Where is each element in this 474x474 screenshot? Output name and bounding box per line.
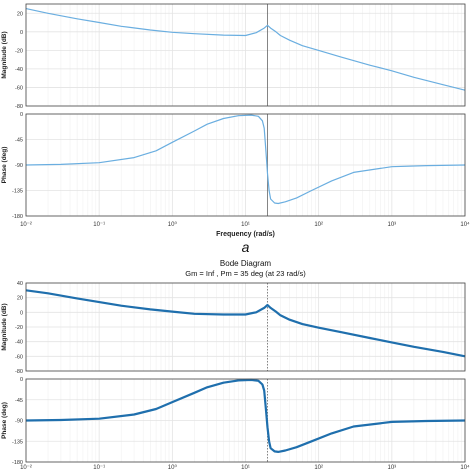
y-tick-label: 20 <box>17 11 23 17</box>
x-tick-label: 10² <box>314 222 323 228</box>
magnitude-axis-label: Magnitude (dB) <box>1 31 8 78</box>
y-tick-label: 0 <box>20 112 23 118</box>
y-tick-label: 0 <box>20 377 23 383</box>
phase-curve <box>25 114 466 205</box>
x-tick-label: 10⁻² <box>20 222 32 228</box>
y-tick-label: -20 <box>15 325 23 331</box>
y-tick-label: -20 <box>15 48 23 54</box>
y-tick-label: -180 <box>12 214 23 220</box>
chart2-magnitude-subplot: 40 20 0 -20 -40 -60 -80 Magnitude (dB) <box>1 281 466 375</box>
x-tick-label: 10⁻¹ <box>93 222 105 228</box>
chart2-phase-subplot: 0 -45 -90 -135 -180 Phase (deg) <box>1 377 466 466</box>
magnitude-curve <box>25 8 466 91</box>
phase-curve <box>25 378 466 453</box>
chart1-magnitude-subplot: 20 0 -20 -40 -60 -80 Magnitude (dB) <box>1 3 466 110</box>
panel-label: a <box>242 239 250 255</box>
x-tick-label: 10² <box>314 465 323 471</box>
y-tick-label: -90 <box>15 419 23 425</box>
x-tick-label: 10⁰ <box>168 221 178 228</box>
y-tick-label: -60 <box>15 85 23 91</box>
y-tick-label: 20 <box>17 296 23 302</box>
x-tick-label: 10⁻¹ <box>93 465 105 471</box>
y-tick-label: -135 <box>12 439 23 445</box>
x-tick-label: 10³ <box>387 465 396 471</box>
y-tick-label: 40 <box>17 281 23 287</box>
axes-frame <box>25 3 466 107</box>
chart-subtitle: Gm = Inf , Pm = 35 deg (at 23 rad/s) <box>185 269 306 278</box>
y-tick-label: -45 <box>15 398 23 404</box>
phase-axis-label: Phase (deg) <box>1 147 8 184</box>
x-tick-label: 10³ <box>387 222 396 228</box>
y-tick-label: -80 <box>15 369 23 375</box>
x-tick-label: 10¹ <box>241 222 250 228</box>
x-tick-label: 10⁰ <box>168 464 178 471</box>
phase-axis-label: Phase (deg) <box>1 402 8 439</box>
y-tick-label: -40 <box>15 67 23 73</box>
chart-title: Bode Diagram <box>220 259 271 268</box>
axes-frame <box>25 113 466 217</box>
x-tick-label: 10⁴ <box>460 464 470 471</box>
axes-frame <box>25 378 466 463</box>
y-tick-label: 0 <box>20 310 23 316</box>
y-tick-label: -180 <box>12 460 23 466</box>
magnitude-axis-label: Magnitude (dB) <box>1 303 8 350</box>
y-tick-label: -80 <box>15 104 23 110</box>
y-tick-label: -40 <box>15 340 23 346</box>
chart1-phase-subplot: 0 -45 -90 -135 -180 Phase (deg) <box>1 112 466 220</box>
y-tick-label: -90 <box>15 163 23 169</box>
y-tick-label: -135 <box>12 189 23 195</box>
x-tick-label: 10¹ <box>241 465 250 471</box>
x-tick-label: 10⁴ <box>460 221 470 228</box>
y-tick-label: -60 <box>15 354 23 360</box>
axes-frame <box>25 282 466 372</box>
x-axis-label: Frequency (rad/s) <box>216 231 275 238</box>
magnitude-curve <box>25 289 466 358</box>
x-tick-label: 10⁻² <box>20 465 32 471</box>
y-tick-label: -45 <box>15 138 23 144</box>
y-tick-label: 0 <box>20 30 23 36</box>
